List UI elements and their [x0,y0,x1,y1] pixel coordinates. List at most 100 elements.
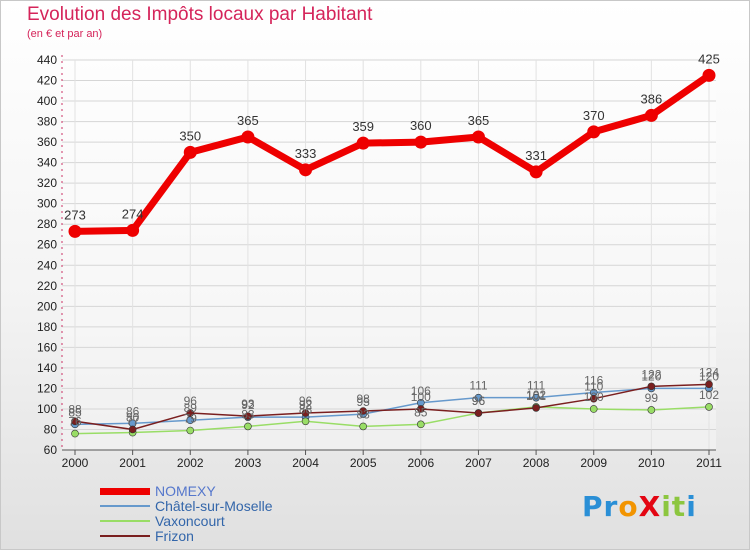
data-label: 96 [299,394,313,408]
data-label: 124 [699,365,719,379]
data-label: 92 [299,398,313,412]
x-tick-label: 2011 [696,456,722,470]
logo-letter: P [582,490,604,523]
data-point [414,135,428,149]
y-tick-label: 420 [37,74,57,88]
y-tick-label: 320 [37,176,57,190]
series-line [74,387,710,426]
data-point [71,417,79,426]
series-line [71,71,713,235]
y-tick-label: 280 [37,217,57,231]
data-point [705,380,713,389]
data-point [68,224,82,238]
data-point [186,409,195,417]
data-label: 85 [414,405,428,419]
data-label: 88 [68,402,82,416]
y-tick-label: 80 [44,422,58,436]
data-point [356,136,370,150]
legend-item: Châtel-sur-Moselle [100,499,360,514]
data-label: 85 [68,405,82,419]
data-point [301,409,310,417]
data-label: 102 [526,388,546,402]
data-point [128,425,137,434]
logo-letter: t [671,490,687,523]
y-tick-label: 220 [37,279,57,293]
logo-letter: i [686,490,697,523]
data-label: 100 [411,390,431,404]
x-tick-label: 2004 [292,456,319,470]
data-point [186,426,195,435]
y-tick-label: 200 [37,299,57,313]
data-point [471,130,485,144]
y-tick-label: 400 [37,94,57,108]
y-tick-label: 180 [37,320,57,334]
data-label: 365 [237,113,259,128]
data-point [183,145,197,159]
data-label: 116 [584,374,603,388]
data-label: 96 [472,394,486,408]
data-point [532,393,540,402]
y-tick-label: 60 [44,443,58,457]
data-point [705,403,713,411]
data-point [589,394,598,403]
legend-item: Frizon [100,529,360,544]
data-label: 331 [525,148,547,163]
data-point [474,393,483,402]
data-label: 120 [641,369,661,383]
legend-swatch [100,535,150,537]
legend-label: Châtel-sur-Moselle [155,498,273,514]
data-label: 79 [184,412,198,426]
logo-letter: r [603,490,619,523]
data-label: 100 [584,390,604,404]
legend-swatch [100,487,150,495]
y-tick-label: 160 [37,340,57,354]
data-label: 86 [126,404,140,418]
chart-title: Evolution des Impôts locaux par Habitant [27,4,373,25]
proxiti-logo: ProXiti [582,490,697,523]
data-label: 99 [645,391,659,405]
data-label: 370 [583,108,605,123]
data-label: 76 [68,415,82,429]
data-label: 365 [468,113,490,128]
data-label: 96 [472,394,486,408]
data-label: 425 [698,51,720,66]
data-point [126,223,140,237]
data-point [474,409,483,417]
x-tick-label: 2008 [523,456,550,470]
data-point [359,407,367,415]
logo-letter: i [661,490,672,523]
x-tick-label: 2010 [638,456,665,470]
y-tick-label: 380 [37,115,57,129]
series-line [74,406,710,435]
legend-swatch [100,520,150,522]
data-point [529,165,543,179]
data-point [299,163,313,177]
x-tick-label: 2006 [407,456,434,470]
x-tick-label: 2005 [350,456,377,470]
legend-item: Vaxoncourt [100,514,360,529]
data-label: 93 [241,397,255,411]
data-label: 386 [641,91,663,106]
logo-letter: o [618,490,639,523]
data-label: 80 [126,410,140,424]
data-label: 89 [184,401,198,415]
data-label: 102 [699,388,719,402]
y-tick-label: 300 [37,197,57,211]
data-label: 360 [410,118,432,133]
data-label: 350 [179,128,201,143]
data-label: 122 [641,367,661,381]
data-label: 77 [126,414,140,428]
data-point [417,420,425,429]
x-tick-label: 2009 [580,456,607,470]
legend-label: Vaxoncourt [155,513,225,529]
data-label: 333 [295,146,317,161]
data-label: 273 [64,207,86,222]
data-label: 359 [352,119,374,134]
data-label: 83 [357,407,371,421]
data-point [647,406,656,414]
data-label: 111 [527,379,546,393]
y-tick-label: 120 [37,381,57,395]
data-point [702,68,716,82]
